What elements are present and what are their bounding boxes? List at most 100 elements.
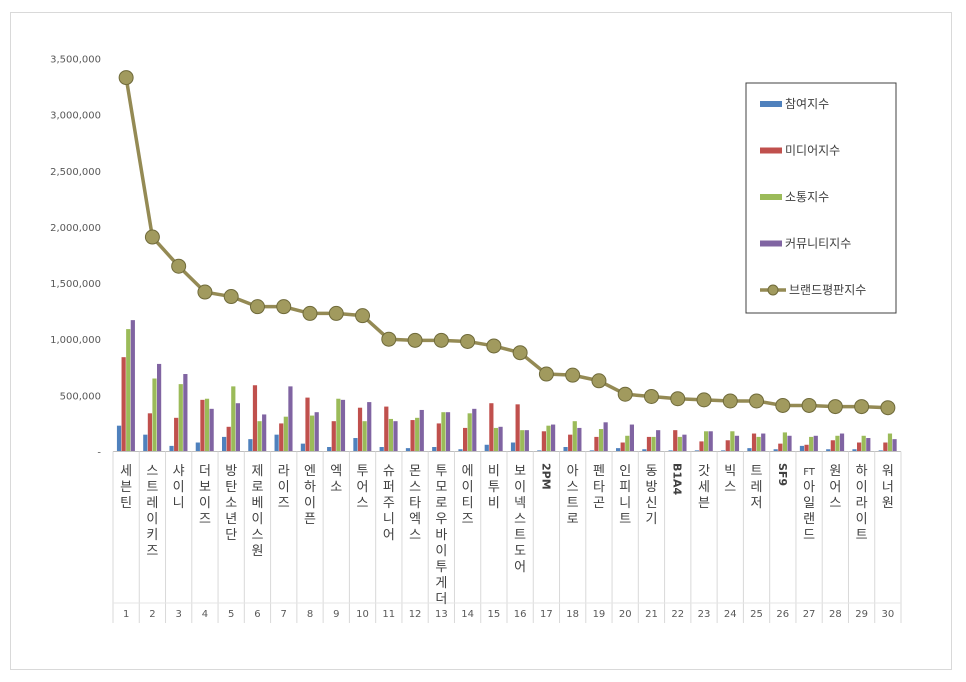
- bar-4: [393, 421, 398, 452]
- bar-1: [721, 450, 726, 452]
- chart-frame: - 500,000 1,000,000 1,500,000 2,000,000 2,500…: [10, 12, 952, 670]
- bar-1: [248, 439, 253, 452]
- bar-3: [467, 413, 472, 452]
- rank-label: 27: [803, 609, 816, 620]
- bar-4: [813, 435, 818, 452]
- bar-3: [730, 431, 735, 452]
- bar-4: [314, 412, 319, 452]
- bar-1: [143, 434, 148, 452]
- bar-1: [668, 450, 673, 452]
- y-tick-label: 2,000,000: [50, 223, 101, 234]
- x-axis: 세 븐 틴 1 스 트 레 이 키 즈 2 샤 이 니 3 더 보 이 즈 4 방 탄 소 년 단 5 제 로 베 이 스 원 6 라 이 즈 7 엔 하 이…: [112, 451, 902, 623]
- bar-3: [651, 436, 656, 452]
- bar-1: [353, 438, 358, 452]
- brand-index-point: [486, 338, 502, 354]
- brand-index-point: [775, 397, 791, 413]
- bar-2: [646, 436, 652, 452]
- bar-2: [305, 397, 310, 452]
- bar-2: [252, 385, 258, 452]
- bar-2: [357, 407, 363, 452]
- bar-4: [419, 409, 424, 452]
- rank-label: 11: [382, 609, 395, 620]
- brand-index-point: [538, 366, 554, 382]
- bar-2: [463, 427, 468, 452]
- rank-label: 2: [149, 609, 155, 620]
- legend-swatch: [760, 147, 782, 154]
- y-tick-label: 3,500,000: [50, 55, 101, 66]
- bar-3: [126, 329, 131, 452]
- bar-2: [226, 426, 231, 452]
- brand-index-point: [749, 393, 765, 409]
- bar-3: [887, 433, 893, 452]
- bar-3: [257, 421, 262, 452]
- bar-4: [183, 374, 188, 452]
- brand-index-point: [722, 393, 738, 409]
- bar-3: [204, 398, 210, 452]
- bar-1: [799, 445, 805, 452]
- bar-2: [857, 442, 862, 452]
- brand-index-point: [223, 289, 239, 305]
- legend-label: 미디어지수: [785, 144, 840, 158]
- bar-3: [415, 417, 420, 452]
- bar-2: [515, 404, 520, 452]
- bar-3: [704, 431, 709, 452]
- legend-label: 브랜드평판지수: [789, 283, 866, 297]
- bar-3: [152, 378, 157, 452]
- bar-3: [677, 436, 682, 452]
- bar-1: [300, 443, 305, 452]
- bar-1: [327, 447, 332, 452]
- brand-index-point: [696, 392, 712, 408]
- bar-4: [130, 320, 135, 452]
- bar-3: [231, 386, 236, 452]
- bar-4: [551, 424, 556, 452]
- bar-2: [436, 423, 441, 452]
- bar-3: [625, 435, 630, 452]
- bar-3: [441, 412, 446, 452]
- brand-index-point: [617, 386, 633, 402]
- rank-label: 21: [645, 609, 658, 620]
- bar-4: [656, 430, 661, 452]
- bar-1: [116, 425, 122, 452]
- brand-index-point: [801, 397, 817, 413]
- rank-label: 22: [671, 609, 684, 620]
- rank-label: 25: [750, 609, 763, 620]
- rank-label: 7: [281, 609, 287, 620]
- bar-1: [747, 448, 752, 452]
- bar-2: [121, 357, 126, 452]
- bar-4: [445, 412, 451, 452]
- rank-label: 14: [461, 609, 474, 620]
- bar-2: [174, 417, 179, 452]
- bar-1: [773, 449, 778, 452]
- rank-label: 3: [175, 609, 181, 620]
- bar-4: [866, 438, 871, 452]
- rank-label: 12: [409, 609, 422, 620]
- bar-1: [537, 450, 542, 452]
- bar-4: [734, 435, 740, 452]
- bar-2: [594, 436, 599, 452]
- bar-2: [830, 440, 835, 452]
- brand-index-point: [381, 331, 397, 347]
- rank-label: 18: [566, 609, 579, 620]
- rank-label: 6: [254, 609, 260, 620]
- bar-4: [472, 408, 477, 452]
- bar-1: [510, 442, 516, 452]
- bar-2: [883, 442, 888, 452]
- rank-label: 9: [333, 609, 339, 620]
- bar-2: [147, 413, 152, 452]
- bar-4: [209, 408, 214, 452]
- bar-2: [384, 406, 389, 452]
